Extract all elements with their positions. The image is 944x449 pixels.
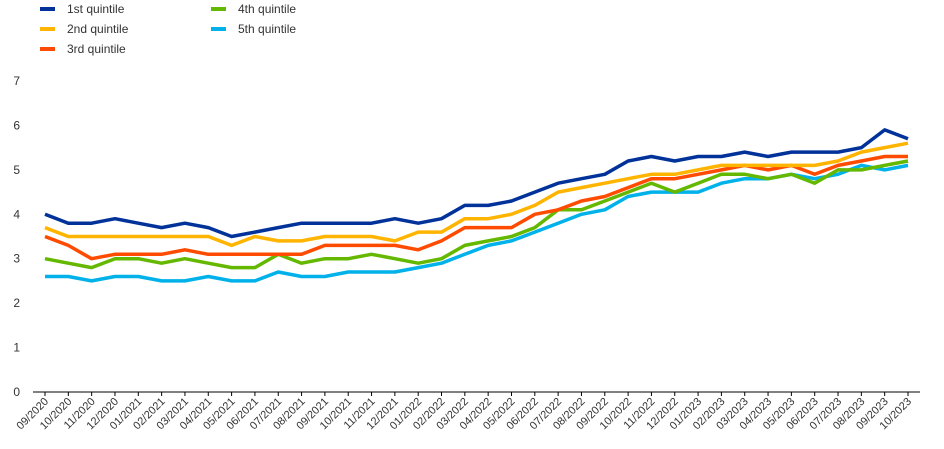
legend-swatch (211, 7, 226, 11)
series-line (44, 154, 908, 261)
x-axis: 09/202010/202011/202012/202001/202102/20… (15, 392, 914, 432)
legend-swatch (40, 47, 55, 51)
y-axis: 0 1 2 3 4 5 6 7 (13, 74, 20, 399)
legend-swatch (211, 27, 226, 31)
y-tick-label: 2 (13, 296, 20, 310)
legend-item: 5th quintile (211, 22, 296, 36)
legend-label: 2nd quintile (67, 22, 129, 36)
chart-legend: 1st quintile 2nd quintile 3rd quintile 4th … (0, 0, 944, 70)
y-tick-label: 0 (13, 385, 20, 399)
series-line (44, 141, 909, 248)
y-tick-label: 7 (13, 74, 20, 88)
legend-item: 3rd quintile (40, 42, 126, 56)
series-line (45, 163, 909, 283)
legend-item: 4th quintile (211, 2, 296, 16)
y-tick-label: 4 (13, 207, 20, 221)
y-tick-label: 3 (13, 252, 20, 266)
legend-label: 1st quintile (67, 2, 125, 16)
legend-swatch (40, 27, 55, 31)
legend-swatch (40, 7, 55, 11)
y-tick-label: 1 (13, 341, 20, 355)
legend-label: 4th quintile (238, 2, 297, 16)
legend-label: 3rd quintile (67, 42, 126, 56)
y-tick-label: 6 (13, 118, 20, 132)
series-line (44, 159, 909, 270)
legend-item: 1st quintile (40, 2, 124, 16)
y-tick-label: 5 (13, 163, 20, 177)
legend-label: 5th quintile (238, 22, 297, 36)
legend-item: 2nd quintile (40, 22, 128, 36)
series-line (44, 128, 909, 239)
series-lines (44, 128, 909, 283)
